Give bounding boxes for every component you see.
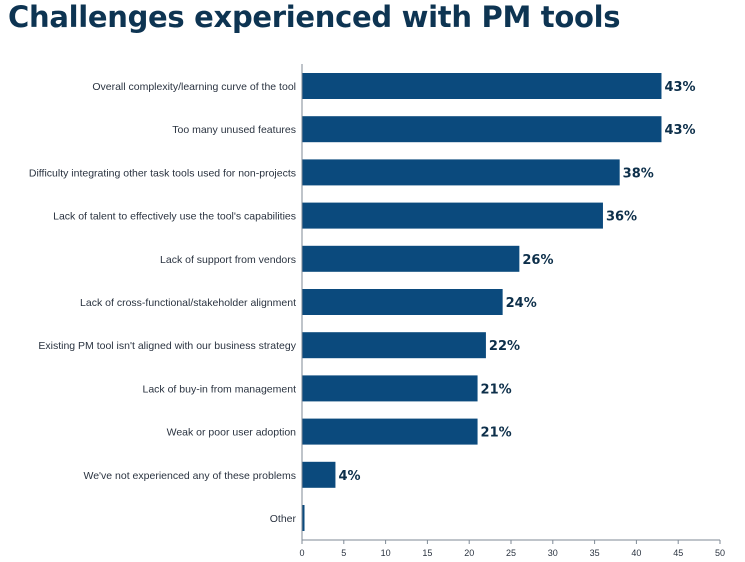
category-label: Existing PM tool isn't aligned with our … (38, 340, 296, 352)
data-label: 24% (506, 296, 537, 311)
category-label: Weak or poor user adoption (167, 427, 297, 439)
data-label: 43% (664, 80, 695, 95)
x-tick-label: 20 (464, 548, 474, 558)
bar (302, 332, 486, 358)
data-label: 43% (664, 123, 695, 138)
category-label: We've not experienced any of these probl… (83, 470, 296, 482)
x-tick-label: 10 (381, 548, 391, 558)
x-tick-label: 30 (548, 548, 558, 558)
x-tick-label: 50 (715, 548, 725, 558)
x-tick-label: 25 (506, 548, 516, 558)
category-label: Lack of talent to effectively use the to… (53, 211, 296, 223)
bars-group (302, 73, 661, 531)
category-label: Lack of cross-functional/stakeholder ali… (80, 297, 296, 309)
data-label: 4% (338, 469, 360, 484)
bar (302, 73, 661, 99)
bar (302, 159, 620, 185)
category-label: Other (270, 513, 297, 525)
data-label: 21% (481, 426, 512, 441)
bar (302, 462, 335, 488)
bar (302, 116, 661, 142)
data-label: 38% (623, 166, 654, 181)
x-tick-label: 35 (590, 548, 600, 558)
data-label: 22% (489, 339, 520, 354)
x-tick-label: 15 (422, 548, 432, 558)
category-label: Difficulty integrating other task tools … (29, 167, 296, 179)
data-label: 26% (522, 253, 553, 268)
bar (302, 246, 519, 272)
data-label: 21% (481, 382, 512, 397)
category-labels-group: Overall complexity/learning curve of the… (29, 81, 297, 525)
category-label: Lack of buy-in from management (143, 383, 297, 395)
x-tick-label: 0 (299, 548, 304, 558)
category-label: Too many unused features (172, 124, 296, 136)
x-tick-label: 40 (631, 548, 641, 558)
bar (302, 289, 503, 315)
category-label: Overall complexity/learning curve of the… (92, 81, 296, 93)
bar (302, 419, 478, 445)
x-tick-label: 45 (673, 548, 683, 558)
bar-chart: Overall complexity/learning curve of the… (0, 0, 745, 562)
data-label: 36% (606, 210, 637, 225)
category-label: Lack of support from vendors (160, 254, 296, 266)
bar (302, 375, 478, 401)
bar (302, 203, 603, 229)
x-tick-label: 5 (341, 548, 346, 558)
